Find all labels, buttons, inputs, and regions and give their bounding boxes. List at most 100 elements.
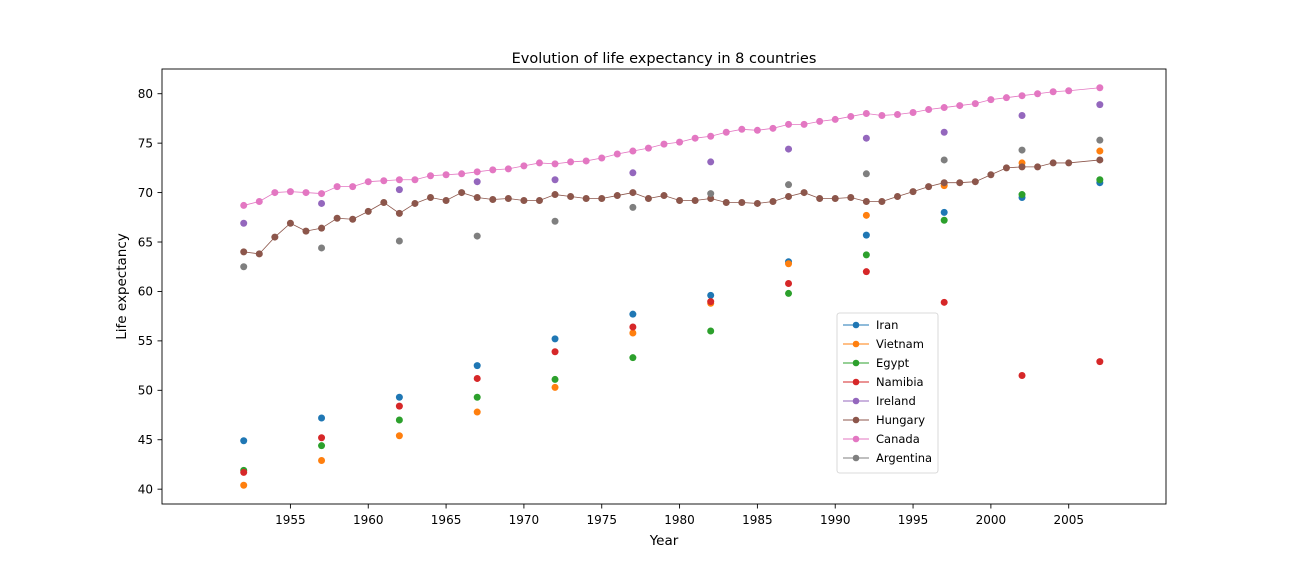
legend-marker <box>852 454 860 462</box>
data-point <box>473 408 481 416</box>
x-tick-label: 1990 <box>820 513 851 527</box>
data-point <box>629 329 637 337</box>
legend-marker <box>852 359 860 367</box>
data-point <box>613 150 621 158</box>
data-point <box>956 102 964 110</box>
data-point <box>1065 87 1073 95</box>
data-point <box>1049 159 1057 167</box>
plot-area <box>240 84 1104 489</box>
data-point <box>691 134 699 142</box>
data-point <box>489 166 497 174</box>
legend-marker <box>852 378 860 386</box>
data-point <box>1096 147 1104 155</box>
data-point <box>862 134 870 142</box>
data-point <box>629 310 637 318</box>
data-point <box>318 199 326 207</box>
data-point <box>240 201 248 209</box>
data-point <box>302 227 310 235</box>
data-point <box>520 162 528 170</box>
data-point <box>940 216 948 224</box>
legend-item: Canada <box>843 432 920 446</box>
data-point <box>707 132 715 140</box>
data-point <box>722 128 730 136</box>
data-point <box>364 178 372 186</box>
x-tick-label: 1995 <box>898 513 929 527</box>
legend-label: Argentina <box>876 451 932 465</box>
data-point <box>551 335 559 343</box>
legend-marker <box>852 416 860 424</box>
data-point <box>940 298 948 306</box>
data-point <box>629 323 637 331</box>
data-point <box>302 189 310 197</box>
data-point <box>458 170 466 178</box>
data-point <box>271 233 279 241</box>
data-point <box>629 147 637 155</box>
data-point <box>1096 156 1104 164</box>
data-point <box>333 214 341 222</box>
data-point <box>473 362 481 370</box>
data-point <box>255 250 263 258</box>
data-point <box>240 248 248 256</box>
x-tick-label: 2000 <box>976 513 1007 527</box>
data-point <box>1018 163 1026 171</box>
data-point <box>691 196 699 204</box>
data-point <box>629 169 637 177</box>
data-point <box>707 195 715 203</box>
x-axis: 1955 1960 1965 1970 1975 1980 1985 1990 1995 2000… <box>275 504 1084 527</box>
data-point <box>255 197 263 205</box>
data-point <box>676 138 684 146</box>
legend-label: Canada <box>876 432 920 446</box>
data-point <box>1018 111 1026 119</box>
data-point <box>753 199 761 207</box>
data-point <box>551 217 559 225</box>
data-point <box>318 190 326 198</box>
data-point <box>1018 191 1026 199</box>
legend-marker <box>852 321 860 329</box>
data-point <box>473 374 481 382</box>
y-tick-label: 70 <box>138 186 153 200</box>
data-point <box>551 176 559 184</box>
data-point <box>395 209 403 217</box>
data-point <box>862 170 870 178</box>
chart-title: Evolution of life expectancy in 8 countr… <box>512 51 817 67</box>
data-point <box>987 96 995 104</box>
data-point <box>862 251 870 259</box>
data-point <box>707 158 715 166</box>
data-point <box>925 106 933 114</box>
data-point <box>349 183 357 191</box>
data-point <box>504 165 512 173</box>
x-tick-label: 2005 <box>1053 513 1084 527</box>
data-point <box>395 393 403 401</box>
data-point <box>473 194 481 202</box>
data-point <box>473 393 481 401</box>
legend-item: Iran <box>843 318 898 332</box>
legend-marker <box>852 435 860 443</box>
data-point <box>1018 371 1026 379</box>
data-point <box>629 189 637 197</box>
data-point <box>349 215 357 223</box>
data-point <box>395 186 403 194</box>
data-point <box>1049 88 1057 96</box>
data-point <box>395 176 403 184</box>
data-point <box>567 158 575 166</box>
legend-label: Vietnam <box>876 337 924 351</box>
x-tick-label: 1985 <box>742 513 773 527</box>
y-axis-label: Life expectancy <box>114 233 130 340</box>
data-point <box>380 198 388 206</box>
data-point <box>847 194 855 202</box>
data-point <box>427 194 435 202</box>
x-tick-label: 1980 <box>664 513 695 527</box>
data-point <box>1002 94 1010 102</box>
data-point <box>598 195 606 203</box>
x-tick-label: 1975 <box>586 513 617 527</box>
series-canada <box>240 84 1104 209</box>
data-point <box>458 189 466 197</box>
data-point <box>862 109 870 117</box>
data-point <box>318 457 326 464</box>
data-point <box>535 196 543 204</box>
y-tick-label: 60 <box>138 285 153 299</box>
legend-item: Hungary <box>843 413 925 427</box>
data-point <box>411 176 419 184</box>
data-point <box>785 280 793 288</box>
